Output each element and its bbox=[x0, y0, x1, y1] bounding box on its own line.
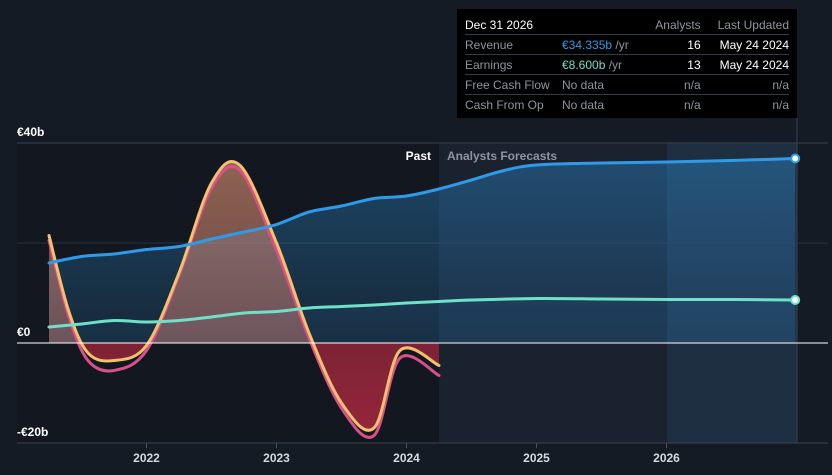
x-tick-label: 2023 bbox=[263, 451, 290, 465]
tooltip-updated: May 24 2024 bbox=[700, 54, 789, 75]
tooltip-label: Free Cash Flow bbox=[465, 74, 562, 95]
tooltip-value: No data bbox=[562, 94, 645, 114]
data-tooltip: Dec 31 2026 Analysts Last Updated Revenu… bbox=[457, 9, 797, 118]
tooltip-label: Revenue bbox=[465, 34, 562, 55]
tooltip-col-updated: Last Updated bbox=[717, 17, 789, 32]
tooltip-updated: May 24 2024 bbox=[700, 34, 789, 55]
tooltip-row-revenue: Revenue €34.335b /yr 16 May 24 2024 bbox=[465, 34, 789, 55]
tooltip-updated: n/a bbox=[700, 74, 789, 95]
tooltip-analysts: n/a bbox=[644, 94, 701, 114]
tooltip-date: Dec 31 2026 bbox=[465, 17, 534, 32]
x-tick-label: 2026 bbox=[653, 451, 680, 465]
free-cash-flow-line bbox=[47, 160, 441, 432]
tooltip-label: Cash From Op bbox=[465, 94, 562, 114]
earnings-end-point bbox=[790, 295, 801, 305]
revenue-line bbox=[47, 157, 797, 265]
past-label: Past bbox=[406, 149, 431, 163]
revenue-end-point bbox=[790, 153, 801, 164]
cash-flow-positive-area bbox=[49, 161, 439, 343]
y-tick-label-zero: €0 bbox=[17, 325, 31, 339]
tooltip-label: Earnings bbox=[465, 54, 562, 75]
x-tick-label: 2024 bbox=[393, 451, 420, 465]
tooltip-analysts: 13 bbox=[644, 54, 701, 75]
x-tick-label: 2022 bbox=[133, 451, 160, 465]
tooltip-col-analysts: Analysts bbox=[655, 17, 701, 32]
tooltip-analysts: n/a bbox=[644, 74, 701, 95]
tooltip-header-row: Dec 31 2026 Analysts Last Updated bbox=[465, 15, 789, 35]
cash-from-op-line bbox=[47, 164, 441, 439]
tooltip-updated: n/a bbox=[700, 94, 789, 114]
tooltip-value: €8.600b /yr bbox=[562, 54, 645, 75]
y-tick-label-bottom: -€20b bbox=[17, 425, 48, 439]
tooltip-row-cash-from-op: Cash From Op No data n/a n/a bbox=[465, 94, 789, 114]
tooltip-value: No data bbox=[562, 74, 645, 95]
tooltip-table: Dec 31 2026 Analysts Last Updated Revenu… bbox=[465, 15, 789, 114]
tooltip-value: €34.335b /yr bbox=[562, 34, 645, 55]
x-tick-label: 2025 bbox=[523, 451, 550, 465]
forecast-label: Analysts Forecasts bbox=[447, 149, 557, 163]
tooltip-row-free-cash-flow: Free Cash Flow No data n/a n/a bbox=[465, 74, 789, 95]
y-tick-label-top: €40b bbox=[17, 125, 44, 139]
tooltip-analysts: 16 bbox=[644, 34, 701, 55]
cash-flow-negative-area bbox=[49, 343, 439, 431]
earnings-line bbox=[47, 296, 797, 329]
tooltip-row-earnings: Earnings €8.600b /yr 13 May 24 2024 bbox=[465, 54, 789, 75]
